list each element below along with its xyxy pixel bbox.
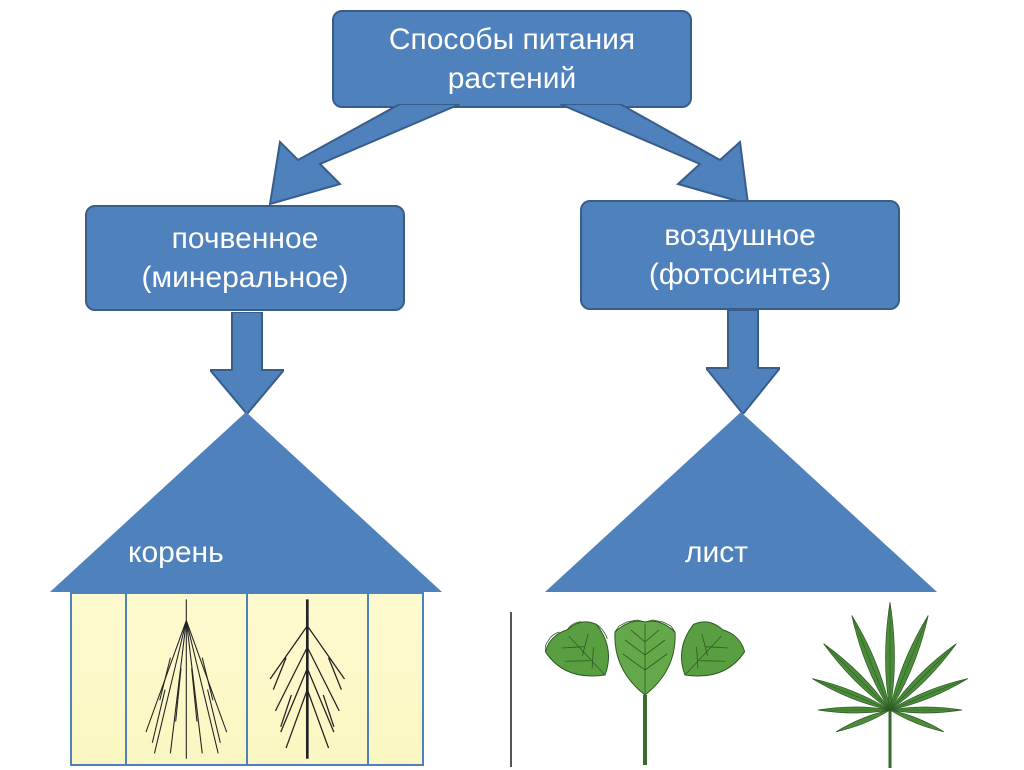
leaf-trifoliate [545, 600, 745, 770]
triangle-left [50, 412, 442, 592]
arrow-top-left [240, 104, 460, 214]
roots-col-1 [72, 594, 127, 764]
divider [510, 612, 512, 767]
mid-left-line2: (минеральное) [141, 258, 348, 297]
mid-right-box: воздушное (фотосинтез) [580, 200, 900, 310]
roots-col-2 [127, 594, 248, 764]
mid-left-line1: почвенное [172, 219, 319, 258]
arrow-mid-right-down [706, 310, 780, 414]
arrow-top-right [560, 104, 780, 214]
mid-left-box: почвенное (минеральное) [85, 205, 405, 311]
tri-right-label: лист [685, 536, 748, 570]
roots-col-4 [369, 594, 422, 764]
root-illustration-fibrous [127, 594, 246, 764]
top-line2: растений [448, 59, 577, 98]
top-box: Способы питания растений [332, 10, 692, 108]
tri-left-label: корень [128, 536, 224, 570]
leaf-palmate [760, 590, 1020, 770]
arrow-mid-left-down [210, 312, 284, 414]
mid-right-line2: (фотосинтез) [649, 255, 831, 294]
roots-col-3 [248, 594, 369, 764]
root-illustration-tap [248, 594, 367, 764]
top-line1: Способы питания [389, 20, 635, 59]
mid-right-line1: воздушное [664, 216, 816, 255]
roots-panel [70, 592, 424, 766]
